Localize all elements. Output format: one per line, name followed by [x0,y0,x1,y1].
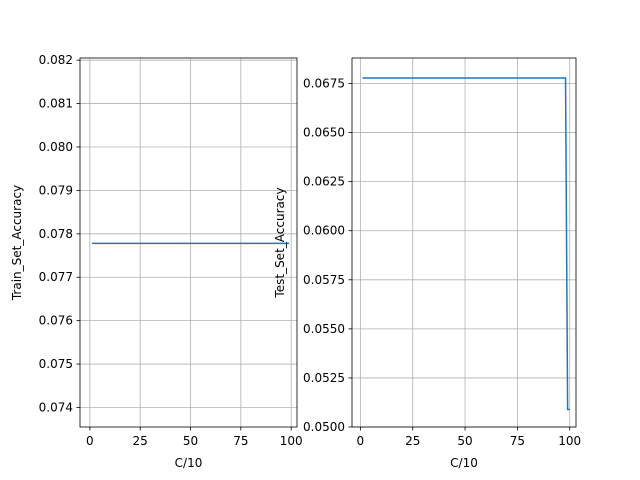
y-axis-label: Train_Set_Accuracy [10,185,24,301]
axes-frame [351,57,577,428]
y-tick-label: 0.0625 [303,175,345,189]
x-tick-label: 0 [86,434,94,448]
series-line [362,77,570,411]
x-tick-label: 25 [405,434,420,448]
x-tick-label: 100 [280,434,303,448]
test-accuracy-panel: 0 25 50 75 1000.05000.05250.05500.05750.0600… [273,57,581,470]
y-tick-label: 0.080 [39,140,73,154]
y-tick-label: 0.081 [39,97,73,111]
y-tick-label: 0.076 [39,314,73,328]
y-tick-label: 0.074 [39,400,73,414]
y-axis-label: Test_Set_Accuracy [273,187,287,298]
x-tick-label: 25 [133,434,148,448]
train-accuracy-panel: 0 25 50 75 100 0.074 0.075 0.076 0.077 0.078 0.079… [10,53,303,470]
y-tick-label: 0.0650 [303,126,345,140]
x-tick-label: 100 [558,434,581,448]
y-tick-label: 0.0575 [303,273,345,287]
y-tick-label: 0.078 [39,227,73,241]
y-tick-label: 0.0500 [303,420,345,434]
x-tick-label: 0 [357,434,365,448]
x-tick-label: 75 [510,434,525,448]
y-tick-label: 0.075 [39,357,73,371]
y-tick-label: 0.079 [39,183,73,197]
y-tick-label: 0.0675 [303,77,345,91]
x-tick-label: 50 [183,434,198,448]
x-axis-label: C/10 [175,456,203,470]
y-tick-label: 0.077 [39,270,73,284]
x-tick-label: 50 [457,434,472,448]
y-tick-label: 0.0525 [303,371,345,385]
x-axis-label: C/10 [450,456,478,470]
y-tick-label: 0.0550 [303,322,345,336]
x-tick-label: 75 [233,434,248,448]
y-tick-label: 0.0600 [303,224,345,238]
y-tick-label: 0.082 [39,53,73,67]
axes-frame [79,57,298,428]
